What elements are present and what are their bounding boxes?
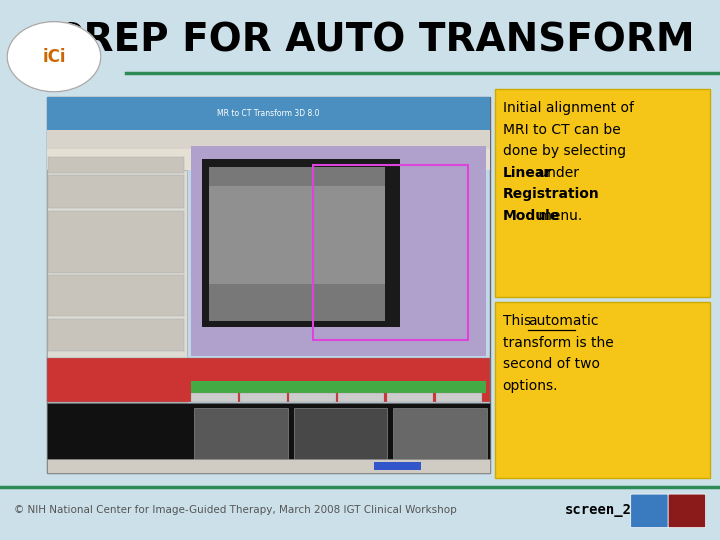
Bar — [47, 170, 187, 402]
Text: Registration: Registration — [503, 187, 599, 201]
Text: iCi: iCi — [42, 48, 66, 66]
Bar — [313, 165, 468, 340]
Text: This: This — [503, 314, 535, 328]
Bar — [289, 393, 336, 402]
Text: options.: options. — [503, 379, 558, 393]
Bar — [48, 157, 184, 173]
Text: © NIH National Center for Image-Guided Therapy, March 2008 IGT Clinical Workshop: © NIH National Center for Image-Guided T… — [14, 505, 457, 515]
Bar — [191, 146, 486, 356]
Bar — [294, 408, 387, 470]
Bar — [47, 459, 490, 472]
Text: Linear: Linear — [503, 166, 552, 180]
Bar — [48, 275, 184, 316]
Text: MR to CT Transform 3D 8.0: MR to CT Transform 3D 8.0 — [217, 109, 320, 118]
Text: screen_22: screen_22 — [565, 503, 641, 517]
FancyBboxPatch shape — [495, 89, 710, 297]
Bar — [374, 462, 421, 470]
Text: automatic: automatic — [528, 314, 599, 328]
Text: PREP FOR AUTO TRANSFORM: PREP FOR AUTO TRANSFORM — [55, 22, 694, 59]
Bar — [47, 97, 490, 472]
Bar — [48, 319, 184, 351]
Text: Module: Module — [503, 209, 560, 223]
Bar — [387, 393, 433, 402]
Bar — [436, 393, 482, 402]
Text: Initial alignment of: Initial alignment of — [503, 101, 634, 115]
FancyBboxPatch shape — [495, 302, 710, 478]
FancyBboxPatch shape — [668, 494, 706, 528]
Bar — [194, 408, 288, 470]
Bar — [47, 148, 490, 170]
Text: under: under — [534, 166, 579, 180]
Bar — [209, 186, 385, 284]
Bar — [47, 130, 490, 148]
Text: done by selecting: done by selecting — [503, 144, 626, 158]
Bar — [338, 393, 384, 402]
Bar — [191, 381, 486, 393]
Text: second of two: second of two — [503, 357, 600, 372]
Bar — [209, 167, 385, 321]
Bar — [240, 393, 287, 402]
Text: menu.: menu. — [534, 209, 582, 223]
Text: MRI to CT can be: MRI to CT can be — [503, 123, 621, 137]
Bar — [393, 408, 487, 470]
Text: transform is the: transform is the — [503, 336, 613, 350]
Bar — [47, 403, 490, 472]
Bar — [48, 211, 184, 273]
FancyBboxPatch shape — [631, 494, 668, 528]
Bar — [48, 176, 184, 208]
Bar — [47, 358, 490, 402]
Circle shape — [7, 22, 101, 92]
Bar — [47, 97, 490, 130]
Bar — [191, 393, 238, 402]
Bar — [202, 159, 400, 327]
